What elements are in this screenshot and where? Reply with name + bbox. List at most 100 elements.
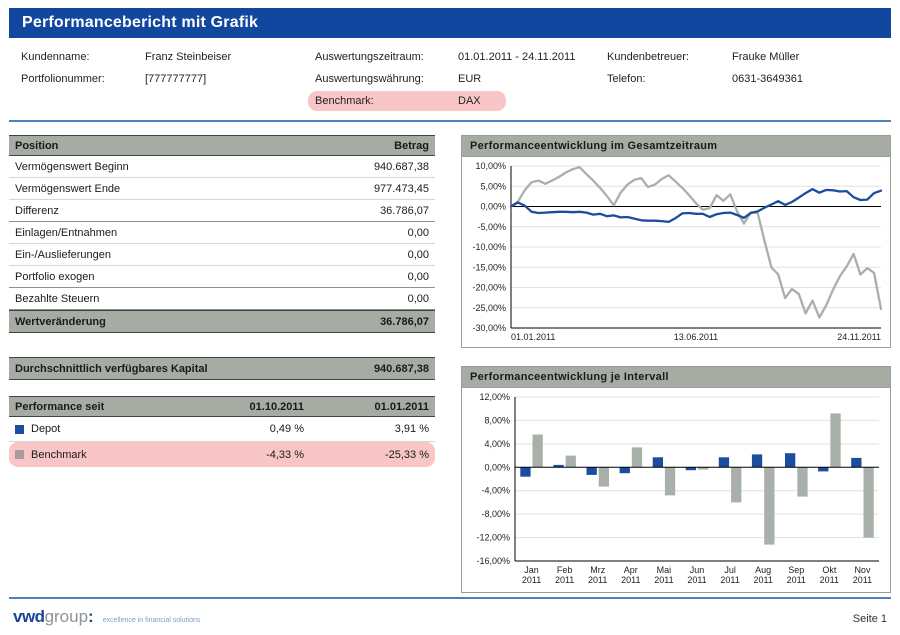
waehrung-value: EUR [458, 73, 482, 85]
table-row: Differenz 36.786,07 [9, 200, 435, 222]
logo-tagline: excellence in financial solutions [102, 617, 201, 624]
row-value: 940.687,38 [373, 160, 429, 173]
row-value: 0,00 [407, 226, 429, 239]
right-column: Performanceentwicklung im Gesamtzeitraum… [461, 135, 891, 593]
row-label: Vermögenswert Ende [15, 182, 121, 195]
benchmark-row: Benchmark -4,33 % -25,33 % [9, 442, 435, 467]
svg-text:0,00%: 0,00% [484, 462, 510, 472]
svg-text:5,00%: 5,00% [480, 181, 506, 191]
field-zeitraum: Auswertungszeitraum: 01.01.2011 - 24.11.… [315, 46, 607, 68]
telefon-value: 0631-3649361 [732, 73, 803, 85]
svg-text:10,00%: 10,00% [475, 161, 506, 171]
logo-vwd-text: vwd [13, 607, 45, 626]
benchmark-value-col1: -4,33 % [266, 448, 304, 461]
betreuer-value: Frauke Müller [732, 51, 800, 63]
benchmark-legend-square-icon [15, 450, 24, 459]
kundenname-value: Franz Steinbeiser [145, 51, 232, 63]
total-period-chart-body: 10,00% 5,00% 0,00% -5,00% -10,00% -15,00% -20,… [462, 157, 890, 347]
depot-label: Depot [31, 423, 61, 435]
svg-text:-4,00%: -4,00% [481, 486, 510, 496]
benchmark-value: DAX [458, 95, 481, 107]
total-period-line-chart: 10,00% 5,00% 0,00% -5,00% -10,00% -15,00% -20,… [472, 161, 883, 342]
page-footer: vwd group : excellence in financial solu… [9, 597, 891, 627]
interval-chart-panel: Performanceentwicklung je Intervall 12,0… [461, 366, 891, 593]
betreuer-label: Kundenbetreuer: [607, 51, 689, 63]
benchmark-label: Benchmark: [315, 95, 374, 107]
wertveraenderung-value: 36.786,07 [380, 315, 429, 328]
row-value: 36.786,07 [380, 204, 429, 217]
kapital-bar: Durchschnittlich verfügbares Kapital 940… [9, 357, 435, 380]
table-row: Vermögenswert Ende 977.473,45 [9, 178, 435, 200]
row-value: 0,00 [407, 248, 429, 261]
logo-group-text: group [44, 607, 89, 626]
kapital-value: 940.687,38 [373, 362, 429, 375]
row-label: Vermögenswert Beginn [15, 160, 129, 173]
table-row: Portfolio exogen 0,00 [9, 266, 435, 288]
row-label: Einlagen/Entnahmen [15, 226, 118, 239]
portfolionummer-value: [777777777] [145, 73, 207, 85]
field-waehrung: Auswertungswährung: EUR [315, 68, 607, 90]
page-title: Performancebericht mit Grafik [22, 14, 259, 31]
svg-text:12,00%: 12,00% [479, 392, 510, 402]
row-label: Portfolio exogen [15, 270, 95, 283]
depot-row: Depot 0,49 % 3,91 % [9, 417, 435, 442]
position-table: Position Betrag Vermögenswert Beginn 940… [9, 135, 435, 333]
report-title-bar: Performancebericht mit Grafik [9, 8, 891, 38]
performance-table-header: Performance seit 01.10.2011 01.01.2011 [9, 396, 435, 417]
portfolionummer-label: Portfolionummer: [21, 73, 105, 85]
benchmark-row-label: Benchmark [31, 448, 87, 461]
left-column: Position Betrag Vermögenswert Beginn 940… [9, 135, 435, 593]
row-value: 0,00 [407, 270, 429, 283]
vwd-group-logo: vwd group : excellence in financial solu… [13, 607, 200, 627]
position-table-footer: Wertveränderung 36.786,07 [9, 310, 435, 333]
row-label: Ein-/Auslieferungen [15, 248, 112, 261]
interval-chart-title: Performanceentwicklung je Intervall [462, 367, 890, 388]
performance-header-col2: 01.01.2011 [374, 400, 429, 413]
depot-value-col2: 3,91 % [394, 423, 429, 435]
header-info: Kundenname: Franz Steinbeiser Portfolion… [9, 38, 891, 116]
table-row: Ein-/Auslieferungen 0,00 [9, 244, 435, 266]
header-col-evaluation: Auswertungszeitraum: 01.01.2011 - 24.11.… [308, 46, 607, 112]
main-content: Position Betrag Vermögenswert Beginn 940… [9, 135, 891, 593]
position-table-header: Position Betrag [9, 135, 435, 156]
zeitraum-value: 01.01.2011 - 24.11.2011 [458, 51, 576, 63]
svg-text:-25,00%: -25,00% [472, 303, 506, 313]
interval-bar-chart: 12,00% 8,00% 4,00% 0,00% -4,00% -8,00% -12,00%… [476, 392, 879, 585]
svg-text:-15,00%: -15,00% [472, 262, 506, 272]
performance-table: Performance seit 01.10.2011 01.01.2011 D… [9, 396, 435, 467]
field-telefon: Telefon: 0631-3649361 [607, 68, 879, 90]
kundenname-label: Kundenname: [21, 51, 90, 63]
svg-text:0,00%: 0,00% [480, 202, 506, 212]
svg-text:4,00%: 4,00% [484, 439, 510, 449]
header-divider-rule [9, 120, 891, 122]
logo-colon: : [88, 607, 94, 626]
position-header-label: Position [15, 139, 59, 152]
performance-header-col1: 01.10.2011 [249, 400, 304, 413]
benchmark-value-col2: -25,33 % [384, 448, 429, 461]
field-betreuer: Kundenbetreuer: Frauke Müller [607, 46, 879, 68]
table-row: Bezahlte Steuern 0,00 [9, 288, 435, 310]
benchmark-name-cell: Benchmark [15, 449, 179, 461]
field-benchmark: Benchmark: DAX [308, 90, 607, 112]
svg-text:-8,00%: -8,00% [481, 509, 510, 519]
interval-chart-body: 12,00% 8,00% 4,00% 0,00% -4,00% -8,00% -12,00%… [462, 388, 890, 592]
svg-text:13.06.2011: 13.06.2011 [674, 332, 718, 342]
table-row: Vermögenswert Beginn 940.687,38 [9, 156, 435, 178]
zeitraum-label: Auswertungszeitraum: [315, 51, 424, 63]
header-col-customer: Kundenname: Franz Steinbeiser Portfolion… [21, 46, 315, 112]
benchmark-highlight: Benchmark: DAX [308, 91, 506, 111]
footer-line: vwd group : excellence in financial solu… [9, 607, 891, 627]
header-col-contact: Kundenbetreuer: Frauke Müller Telefon: 0… [607, 46, 879, 112]
row-value: 977.473,45 [373, 182, 429, 195]
table-row: Einlagen/Entnahmen 0,00 [9, 222, 435, 244]
svg-text:-16,00%: -16,00% [476, 556, 510, 566]
position-header-value: Betrag [394, 139, 429, 152]
